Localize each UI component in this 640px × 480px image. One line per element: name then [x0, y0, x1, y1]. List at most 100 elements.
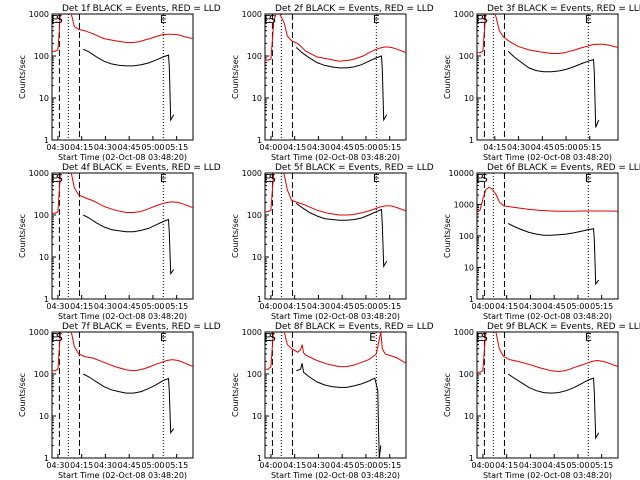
x-tick-label: 04:30 — [94, 143, 117, 152]
x-tick-label: 04:30 — [507, 143, 530, 152]
y-tick-label: 1000 — [29, 328, 49, 337]
marker-label: E — [476, 172, 483, 185]
marker-label: E — [585, 172, 592, 185]
x-axis-label: Start Time (02-Oct-08 03:48:20) — [271, 312, 400, 321]
x-tick-label: 05:15 — [578, 143, 601, 152]
marker-label: S — [481, 13, 488, 26]
x-tick-label: 05:00 — [555, 143, 578, 152]
panel-det-7f: Det 7f BLACK = Events, RED = LLD 1 10 100 10… — [18, 322, 221, 480]
lld-rate-line — [477, 14, 618, 54]
marker-label: E — [160, 172, 167, 185]
panel-title: Det 6f BLACK = Events, RED = LLD — [487, 163, 640, 173]
x-tick-label: 04:15 — [483, 143, 506, 152]
y-tick-label: 10 — [39, 253, 49, 262]
y-axis-label: Counts/sec — [231, 373, 240, 417]
lld-rate-line — [477, 186, 618, 212]
panel-det-2f: Det 2f BLACK = Events, RED = LLD 1 10 100 10… — [231, 4, 434, 162]
y-tick-label: 100 — [459, 52, 474, 61]
plot-area — [265, 173, 406, 299]
y-tick-label: 100 — [34, 52, 49, 61]
plot-area — [477, 173, 618, 299]
y-tick-label: 1000 — [242, 328, 262, 337]
y-axis-label: Counts/sec — [443, 373, 452, 417]
y-tick-label: 1000 — [454, 201, 474, 210]
x-axis-label: Start Time (02-Oct-08 03:48:20) — [271, 471, 400, 480]
events-rate-line — [507, 373, 600, 440]
y-tick-label: 100 — [34, 370, 49, 379]
marker-label: E — [585, 331, 592, 344]
events-rate-line — [82, 48, 175, 122]
x-tick-label: 05:15 — [165, 143, 188, 152]
marker-label: E — [476, 331, 483, 344]
panel-title: Det 8f BLACK = Events, RED = LLD — [275, 322, 434, 332]
lld-rate-line — [52, 332, 193, 372]
y-tick-label: 100 — [459, 370, 474, 379]
x-tick-label: 04:30 — [46, 302, 69, 311]
y-tick-label: 1 — [44, 454, 49, 463]
x-axis-label: Start Time (02-Oct-08 03:48:20) — [483, 471, 612, 480]
marker-label: S — [481, 172, 488, 185]
panel-title: Det 1f BLACK = Events, RED = LLD — [62, 4, 221, 14]
y-axis-label: Counts/sec — [231, 55, 240, 99]
marker-label: S — [56, 331, 63, 344]
y-tick-label: 10 — [252, 94, 262, 103]
y-tick-label: 1000 — [454, 328, 474, 337]
panel-det-6f: Det 6f BLACK = Events, RED = LLD 1 10 100 10… — [443, 163, 640, 321]
y-tick-label: 10 — [252, 412, 262, 421]
panel-det-9f: Det 9f BLACK = Events, RED = LLD 1 10 100 10… — [443, 322, 640, 480]
plot-frame — [476, 13, 619, 141]
panel-det-5f: Det 5f BLACK = Events, RED = LLD 1 10 100 10… — [231, 163, 434, 321]
plot-area — [477, 332, 618, 458]
panel-title: Det 7f BLACK = Events, RED = LLD — [62, 322, 221, 332]
x-tick-label: 05:15 — [590, 302, 613, 311]
y-tick-label: 1 — [469, 136, 474, 145]
plot-frame — [51, 172, 194, 300]
x-tick-label: 05:15 — [378, 302, 401, 311]
marker-label: S — [481, 331, 488, 344]
x-tick-label: 04:15 — [283, 302, 306, 311]
events-rate-line — [295, 47, 388, 122]
x-axis-label: Start Time (02-Oct-08 03:48:20) — [483, 153, 612, 162]
marker-label: E — [160, 13, 167, 26]
panel-title: Det 9f BLACK = Events, RED = LLD — [487, 322, 640, 332]
y-tick-label: 10 — [464, 412, 474, 421]
y-tick-label: 1000 — [29, 169, 49, 178]
panel-title: Det 3f BLACK = Events, RED = LLD — [487, 4, 640, 14]
y-tick-label: 1000 — [454, 10, 474, 19]
x-tick-label: 05:15 — [378, 143, 401, 152]
marker-label: E — [51, 13, 58, 26]
x-tick-label: 04:30 — [46, 143, 69, 152]
marker-label: E — [51, 172, 58, 185]
x-tick-label: 04:30 — [519, 302, 542, 311]
marker-label: E — [160, 331, 167, 344]
x-tick-label: 04:00 — [259, 461, 282, 470]
x-tick-label: 05:00 — [354, 302, 377, 311]
y-tick-label: 10 — [252, 253, 262, 262]
x-tick-label: 04:15 — [283, 143, 306, 152]
x-tick-label: 04:45 — [118, 461, 141, 470]
marker-label: S — [269, 172, 276, 185]
x-tick-label: 04:45 — [331, 143, 354, 152]
x-tick-label: 05:00 — [141, 461, 164, 470]
plot-frame — [264, 172, 407, 300]
x-tick-label: 04:15 — [70, 461, 93, 470]
lld-rate-line — [265, 173, 406, 216]
events-rate-line — [296, 363, 382, 458]
x-tick-label: 04:30 — [519, 461, 542, 470]
x-axis-label: Start Time (02-Oct-08 03:48:20) — [271, 153, 400, 162]
events-rate-line — [82, 373, 175, 435]
x-tick-label: 05:00 — [566, 302, 589, 311]
y-axis-label: Counts/sec — [443, 214, 452, 258]
lld-rate-line — [477, 332, 618, 373]
x-tick-label: 04:45 — [531, 143, 554, 152]
x-tick-label: 04:15 — [70, 302, 93, 311]
y-tick-label: 10000 — [449, 169, 474, 178]
marker-label: E — [373, 172, 380, 185]
x-axis-label: Start Time (02-Oct-08 03:48:20) — [483, 312, 612, 321]
x-tick-label: 04:00 — [259, 302, 282, 311]
plot-frame — [476, 172, 619, 300]
x-tick-label: 04:00 — [259, 143, 282, 152]
y-tick-label: 10 — [39, 94, 49, 103]
marker-label: S — [269, 331, 276, 344]
y-tick-label: 100 — [247, 211, 262, 220]
